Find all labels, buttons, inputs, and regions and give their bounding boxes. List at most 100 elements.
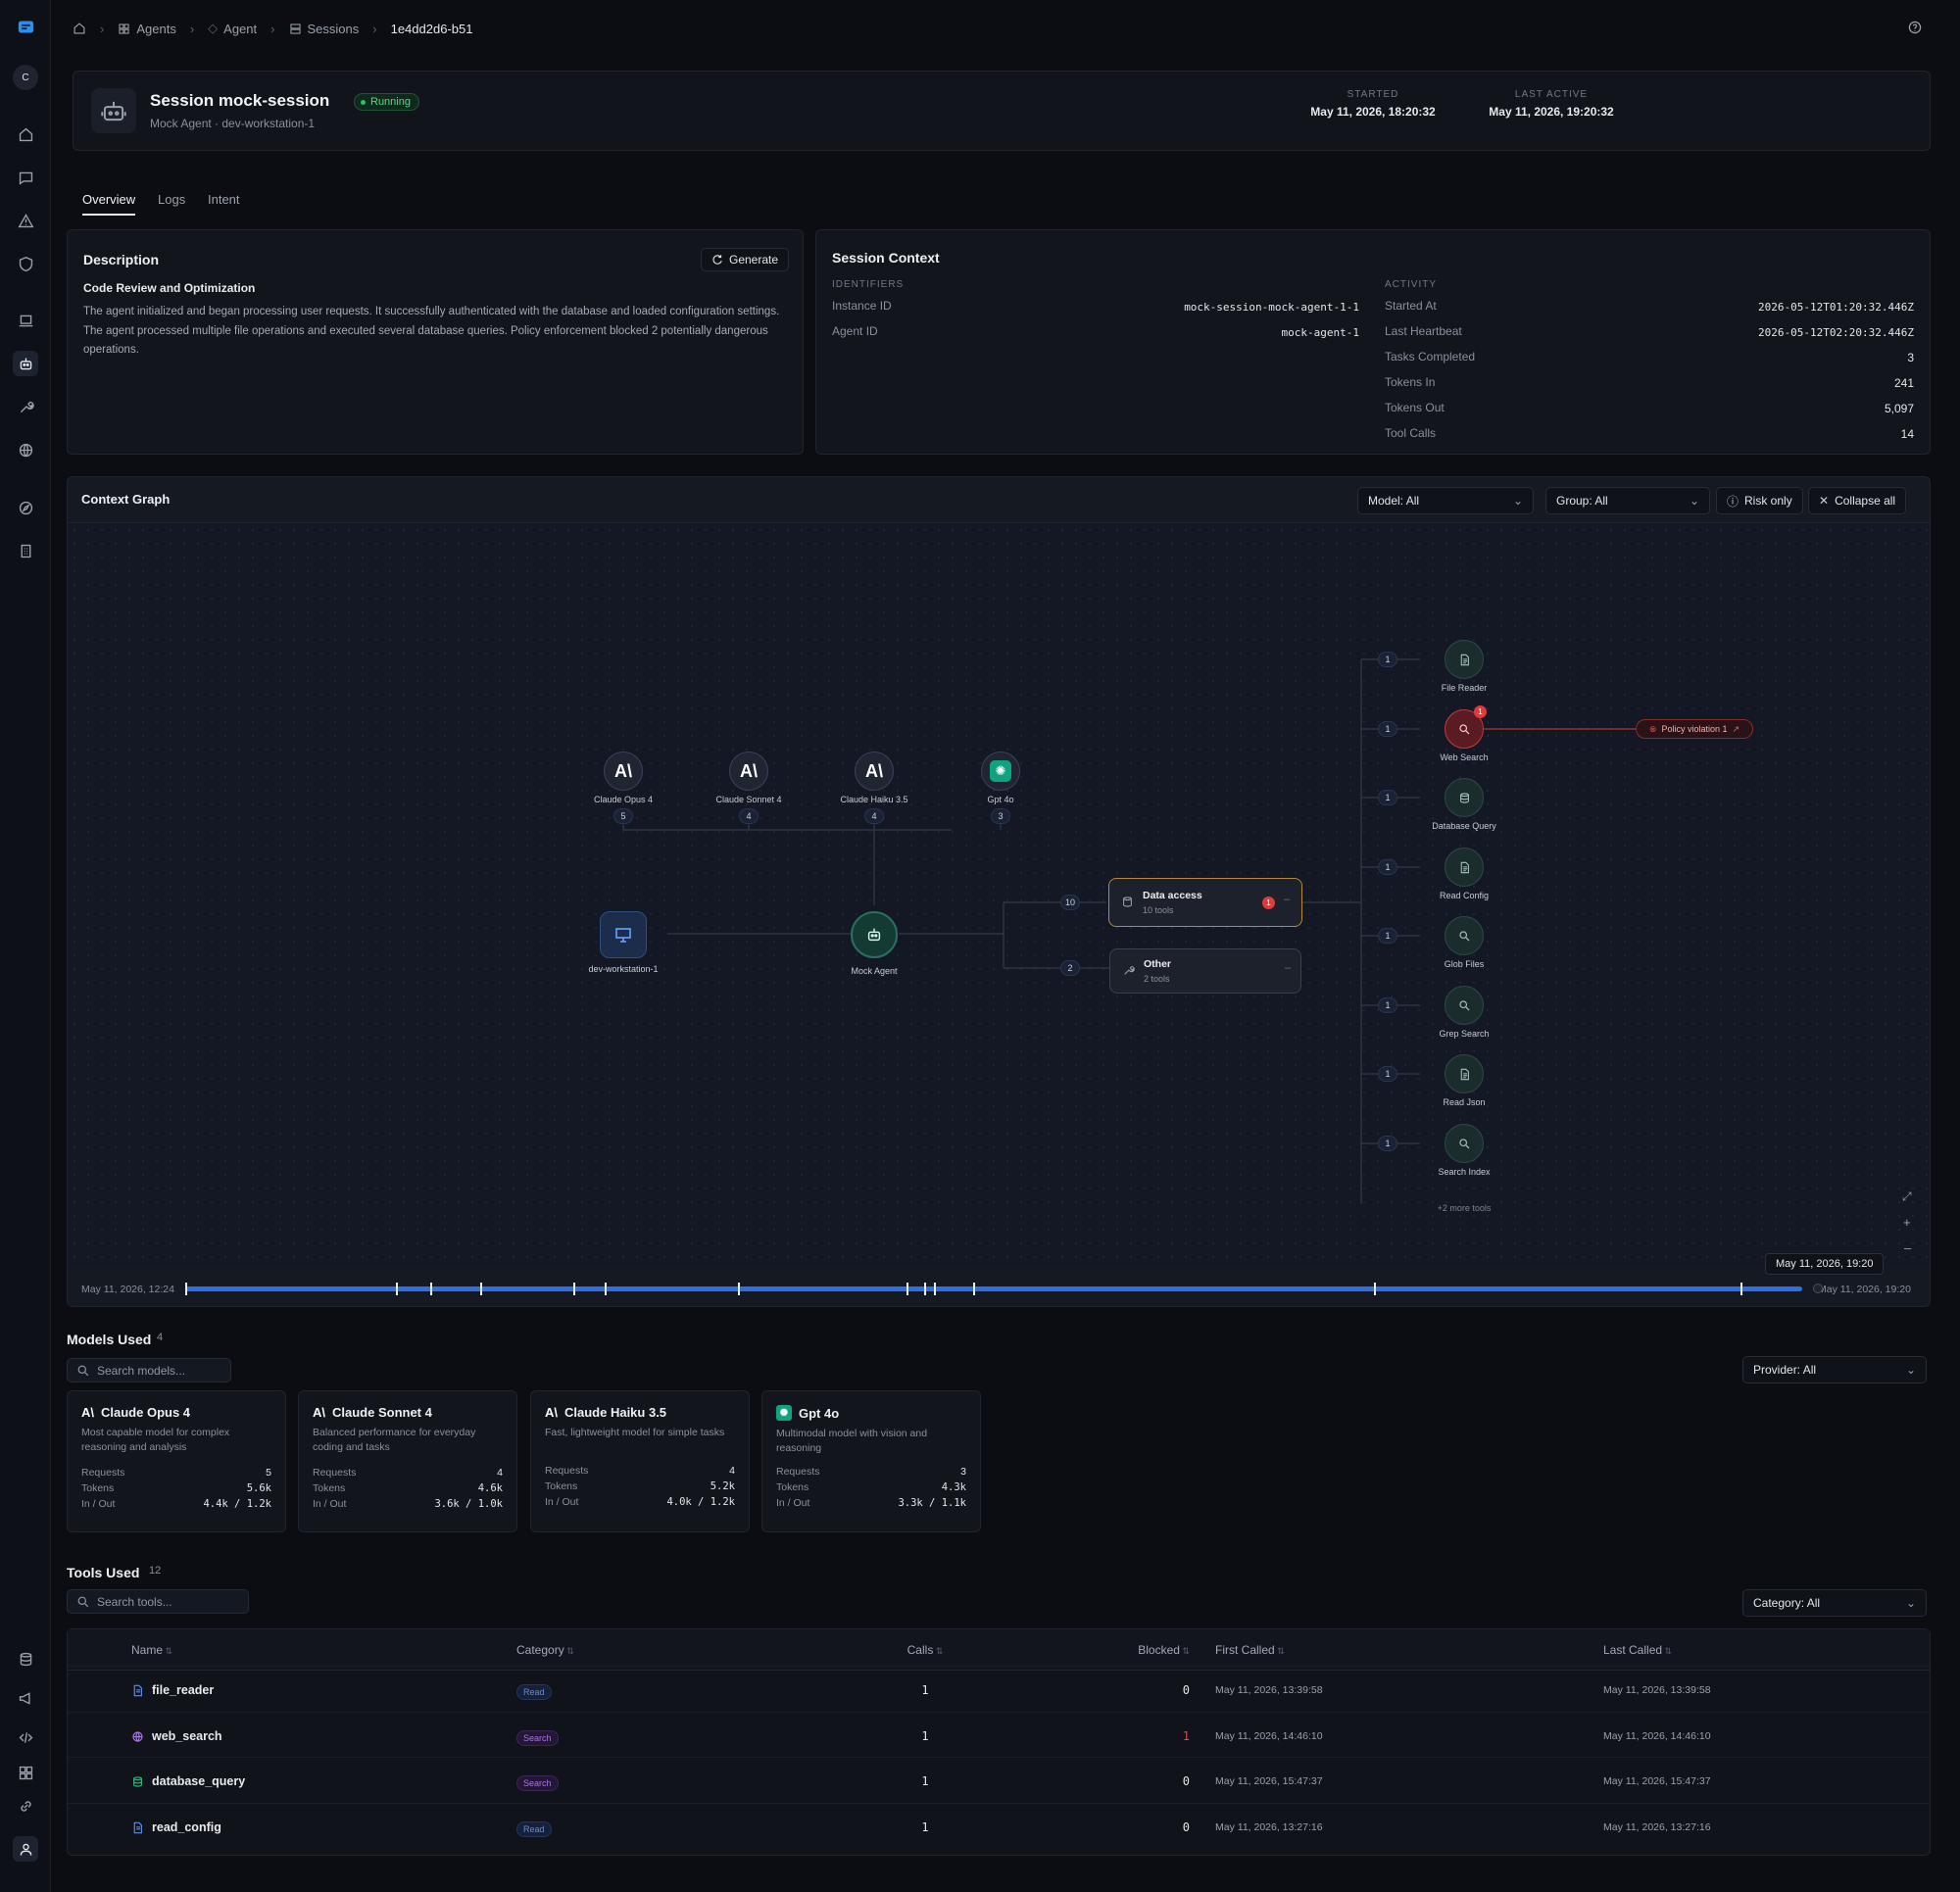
model-card[interactable]: A\ Claude Sonnet 4 Balanced performance fo… xyxy=(298,1390,517,1532)
tool-name[interactable]: database_query xyxy=(152,1774,246,1788)
timeline-event-tick[interactable] xyxy=(573,1283,575,1295)
column-header[interactable]: Name ⇅ xyxy=(131,1643,173,1657)
file-icon[interactable] xyxy=(1445,1054,1484,1093)
collapse-group-icon[interactable]: – xyxy=(1285,962,1292,974)
tab-overview[interactable]: Overview xyxy=(82,192,136,207)
policy-violation-badge[interactable]: ⊗ Policy violation 1 ↗ xyxy=(1636,719,1753,739)
table-row[interactable] xyxy=(68,1712,1930,1757)
model-filter-select[interactable]: Model: All ⌄ xyxy=(1357,487,1534,514)
tab-logs[interactable]: Logs xyxy=(158,192,186,207)
monitor-icon[interactable] xyxy=(600,911,647,958)
timeline-event-tick[interactable] xyxy=(480,1283,482,1295)
laptop-icon[interactable] xyxy=(13,308,38,333)
chat-icon[interactable] xyxy=(13,165,38,190)
crumb-sessions[interactable]: Sessions xyxy=(289,22,359,36)
link-icon[interactable] xyxy=(13,1793,38,1819)
user-icon[interactable] xyxy=(13,1836,38,1862)
zoom-out-icon[interactable]: – xyxy=(1904,1240,1912,1255)
tool-name[interactable]: web_search xyxy=(152,1729,222,1743)
more-tools-label[interactable]: +2 more tools xyxy=(1437,1203,1492,1213)
timeline-event-tick[interactable] xyxy=(185,1283,187,1295)
search-models-input[interactable]: Search models... xyxy=(67,1358,231,1383)
fit-view-icon[interactable]: ⤢ xyxy=(1902,1189,1912,1203)
timeline-event-tick[interactable] xyxy=(605,1283,607,1295)
model-card[interactable]: ✺ Gpt 4o Multimodal model with vision and … xyxy=(761,1390,981,1532)
search-icon[interactable] xyxy=(1445,916,1484,955)
search-icon[interactable] xyxy=(1445,1124,1484,1163)
database-icon[interactable] xyxy=(1445,778,1484,817)
anthropic-icon[interactable]: A\ xyxy=(729,752,768,791)
column-header[interactable]: Category ⇅ xyxy=(516,1643,574,1657)
chevron-down-icon: ⌄ xyxy=(1905,1596,1916,1610)
search-icon[interactable]: 1 xyxy=(1445,705,1487,749)
database-icon[interactable] xyxy=(13,1646,38,1672)
timeline-event-tick[interactable] xyxy=(973,1283,975,1295)
tab-intent[interactable]: Intent xyxy=(208,192,240,207)
tool-name[interactable]: file_reader xyxy=(152,1683,215,1697)
external-link-icon: ↗ xyxy=(1732,723,1740,734)
file-icon[interactable] xyxy=(1445,848,1484,887)
column-header[interactable]: First Called ⇅ xyxy=(1215,1643,1285,1657)
column-header[interactable]: Last Called ⇅ xyxy=(1603,1643,1673,1657)
timeline-event-tick[interactable] xyxy=(924,1283,926,1295)
timeline-event-tick[interactable] xyxy=(738,1283,740,1295)
table-row[interactable] xyxy=(68,1666,1930,1711)
timeline-event-tick[interactable] xyxy=(934,1283,936,1295)
code-icon[interactable] xyxy=(13,1724,38,1750)
category-filter-select[interactable]: Category: All ⌄ xyxy=(1742,1589,1927,1617)
shield-icon[interactable] xyxy=(13,251,38,276)
provider-filter-select[interactable]: Provider: All ⌄ xyxy=(1742,1356,1927,1383)
timeline-event-tick[interactable] xyxy=(1374,1283,1376,1295)
search-tools-input[interactable]: Search tools... xyxy=(67,1589,249,1614)
agent-id-value: mock-agent-1 xyxy=(1281,326,1359,339)
timeline-event-tick[interactable] xyxy=(1740,1283,1742,1295)
help-icon[interactable] xyxy=(1907,20,1923,38)
app-logo[interactable] xyxy=(13,14,38,39)
group-filter-select[interactable]: Group: All ⌄ xyxy=(1545,487,1710,514)
last-called-value: May 11, 2026, 14:46:10 xyxy=(1603,1730,1711,1742)
collapse-all-button[interactable]: ✕ Collapse all xyxy=(1808,487,1907,514)
timeline-handle[interactable] xyxy=(1813,1284,1823,1293)
org-avatar[interactable]: C xyxy=(13,65,38,90)
globe-icon[interactable] xyxy=(13,437,38,462)
column-header[interactable]: Blocked ⇅ xyxy=(1138,1643,1190,1657)
timeline-event-tick[interactable] xyxy=(396,1283,398,1295)
alert-icon[interactable] xyxy=(13,208,38,233)
table-row[interactable] xyxy=(68,1757,1930,1802)
home-crumb-icon[interactable] xyxy=(73,22,86,35)
openai-icon[interactable]: ✺ xyxy=(981,752,1020,791)
risk-only-button[interactable]: ⓘ Risk only xyxy=(1716,487,1803,514)
graph-canvas[interactable]: A\ Claude Opus 4 5 A\ Claude Sonnet 4 4 … xyxy=(68,522,1930,1267)
agent-node-icon[interactable] xyxy=(851,911,898,958)
column-header[interactable]: Calls ⇅ xyxy=(906,1643,944,1657)
model-card[interactable]: A\ Claude Opus 4 Most capable model for co… xyxy=(67,1390,286,1532)
collapse-group-icon[interactable]: – xyxy=(1284,894,1291,905)
group-other[interactable]: Other 2 tools – xyxy=(1109,948,1301,994)
timeline-event-tick[interactable] xyxy=(430,1283,432,1295)
table-row[interactable] xyxy=(68,1803,1930,1848)
crumb-agent[interactable]: ◇ Agent xyxy=(208,21,258,36)
crumb-agents[interactable]: Agents xyxy=(118,22,176,36)
megaphone-icon[interactable] xyxy=(13,1685,38,1711)
calls-value: 1 xyxy=(921,1774,929,1788)
tool-name[interactable]: read_config xyxy=(152,1820,221,1834)
zoom-in-icon[interactable]: + xyxy=(1903,1215,1911,1230)
generate-button[interactable]: Generate xyxy=(701,248,790,271)
timeline-event-tick[interactable] xyxy=(906,1283,908,1295)
search-icon[interactable] xyxy=(1445,986,1484,1025)
first-called-value: May 11, 2026, 13:27:16 xyxy=(1215,1821,1323,1833)
wrench-icon[interactable] xyxy=(13,394,38,419)
timeline-track[interactable] xyxy=(185,1283,1802,1295)
building-icon[interactable] xyxy=(13,538,38,563)
anthropic-icon[interactable]: A\ xyxy=(855,752,894,791)
home-icon[interactable] xyxy=(13,121,38,147)
file-icon[interactable] xyxy=(1445,640,1484,679)
compass-icon[interactable] xyxy=(13,495,38,520)
agent-icon[interactable] xyxy=(13,351,38,376)
grid-icon[interactable] xyxy=(13,1760,38,1785)
group-data-access[interactable]: Data access 10 tools 1 – xyxy=(1108,878,1302,927)
graph-model-count: 4 xyxy=(739,808,759,824)
anthropic-icon[interactable]: A\ xyxy=(604,752,643,791)
model-card[interactable]: A\ Claude Haiku 3.5 Fast, lightweight mode… xyxy=(530,1390,750,1532)
group-count: 10 xyxy=(1060,895,1080,910)
